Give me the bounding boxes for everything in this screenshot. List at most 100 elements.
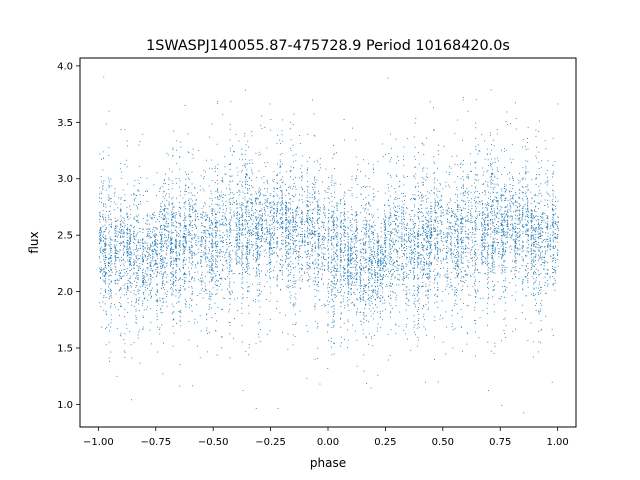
data-point (216, 293, 218, 294)
data-point (301, 268, 302, 270)
data-point (239, 242, 241, 244)
data-point (271, 250, 273, 252)
data-point (108, 147, 110, 149)
data-point (255, 243, 257, 245)
data-point (314, 183, 316, 185)
data-point (143, 298, 145, 300)
data-point (205, 218, 207, 220)
data-point (279, 202, 281, 204)
data-point (273, 195, 275, 197)
data-point (306, 220, 308, 222)
data-point (109, 296, 110, 298)
data-point (104, 249, 106, 251)
data-point (127, 259, 129, 261)
data-point (118, 260, 120, 262)
data-point (164, 210, 165, 212)
data-point (222, 308, 223, 310)
data-point (247, 140, 249, 142)
data-point (134, 280, 135, 282)
data-point (108, 232, 110, 234)
data-point (285, 213, 286, 215)
data-point (236, 233, 238, 235)
data-point (246, 263, 248, 265)
data-point (236, 249, 238, 251)
data-point (248, 267, 250, 269)
data-point (296, 235, 297, 237)
data-point (102, 216, 104, 218)
data-point (269, 206, 271, 208)
data-point (304, 236, 306, 238)
data-point (284, 183, 286, 185)
data-point (234, 298, 236, 300)
data-point (188, 304, 190, 306)
data-point (161, 305, 163, 307)
data-point (314, 231, 316, 232)
data-point (288, 201, 290, 203)
data-point (307, 265, 309, 266)
data-point (336, 244, 338, 246)
data-point (344, 260, 346, 261)
data-point (219, 195, 220, 197)
data-point (225, 195, 226, 196)
data-point (156, 271, 158, 273)
data-point (202, 211, 204, 213)
data-point (252, 228, 254, 229)
data-point (137, 278, 139, 280)
data-point (164, 226, 166, 228)
data-point (328, 257, 330, 259)
data-point (215, 250, 216, 251)
data-point (180, 287, 181, 289)
data-point (124, 226, 126, 228)
data-point (115, 227, 117, 229)
data-point (179, 206, 181, 208)
data-point (259, 253, 261, 255)
data-point (191, 250, 193, 252)
data-point (282, 203, 284, 205)
data-point (187, 133, 189, 135)
data-point (142, 242, 144, 244)
data-point (208, 306, 210, 308)
data-point (185, 233, 187, 235)
data-point (203, 176, 205, 177)
data-point (191, 246, 193, 248)
data-point (133, 185, 135, 187)
data-point (216, 220, 218, 222)
data-point (340, 283, 342, 285)
data-point (127, 249, 129, 251)
data-point (184, 233, 185, 235)
data-point (135, 239, 137, 241)
data-point (162, 278, 164, 279)
data-point (167, 226, 169, 228)
data-point (241, 232, 243, 233)
data-point (293, 237, 294, 239)
data-point (138, 183, 140, 184)
data-point (152, 250, 153, 252)
data-point (302, 220, 303, 222)
data-point (99, 212, 101, 214)
data-point (159, 262, 161, 264)
data-point (209, 218, 210, 220)
data-point (114, 217, 116, 219)
data-point (111, 227, 112, 228)
data-point (192, 277, 194, 279)
data-point (330, 340, 332, 342)
data-point (156, 266, 158, 268)
data-point (124, 357, 126, 358)
data-point (127, 286, 129, 287)
data-point (183, 274, 184, 276)
data-point (214, 226, 216, 227)
data-point (311, 187, 313, 188)
data-point (324, 253, 326, 255)
data-point (272, 218, 273, 220)
data-point (113, 192, 115, 194)
data-point (143, 281, 144, 283)
data-point (110, 281, 112, 283)
data-point (343, 225, 345, 227)
data-point (175, 295, 177, 297)
data-point (127, 261, 129, 263)
data-point (340, 238, 341, 240)
data-point (331, 266, 333, 268)
data-point (191, 234, 193, 236)
data-point (306, 262, 308, 264)
data-point (194, 188, 196, 190)
